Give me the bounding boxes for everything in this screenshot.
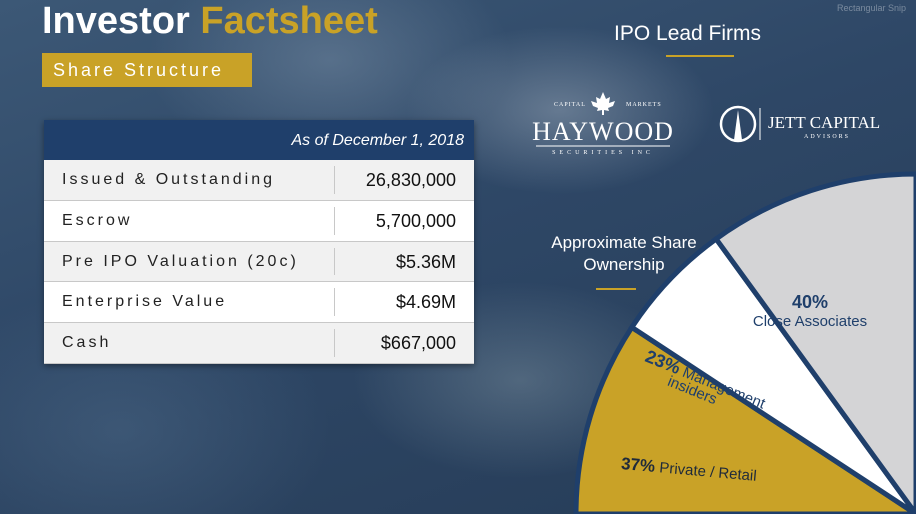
table-row: Issued & Outstanding 26,830,000 xyxy=(44,160,474,201)
row-value: $4.69M xyxy=(395,292,456,313)
haywood-securities-text: SECURITIES INC xyxy=(552,150,654,156)
table-row: Escrow 5,700,000 xyxy=(44,201,474,242)
haywood-name: HAYWOOD xyxy=(532,117,674,146)
ipo-lead-firms-title: IPO Lead Firms xyxy=(614,22,762,45)
table-row: Pre IPO Valuation (20c) $5.36M xyxy=(44,241,474,283)
table-row: Cash $667,000 xyxy=(44,323,474,364)
column-divider xyxy=(334,288,335,317)
row-value: 26,830,000 xyxy=(365,170,456,190)
row-label: Enterprise Value xyxy=(62,293,228,311)
row-label: Cash xyxy=(62,334,112,352)
title-main: Investor xyxy=(42,0,201,42)
maple-leaf-icon xyxy=(591,92,615,115)
pie-slice-private-retail xyxy=(573,323,916,514)
row-label: Issued & Outstanding xyxy=(62,171,275,188)
row-value: $5.36M xyxy=(395,251,456,272)
slice-name: Close Associates xyxy=(752,313,868,330)
column-divider xyxy=(334,247,335,276)
column-divider xyxy=(334,206,335,235)
ownership-title-line2: Ownership xyxy=(583,255,665,274)
slice-percent: 37% xyxy=(620,454,656,476)
ownership-title: Approximate Share Ownership xyxy=(534,232,714,276)
column-divider xyxy=(334,166,335,194)
column-divider xyxy=(334,329,335,357)
haywood-logo: CAPITAL MARKETS HAYWOOD SECURITIES INC xyxy=(532,92,674,156)
table-body: Issued & Outstanding 26,830,000 Escrow 5,7… xyxy=(44,160,474,364)
jett-capital-logo: JETT CAPITAL ADVISORS xyxy=(719,105,880,143)
haywood-capital-text: CAPITAL xyxy=(554,102,586,108)
row-value: $667,000 xyxy=(380,333,456,354)
page-title: Investor Factsheet xyxy=(42,0,378,43)
jett-ring-icon xyxy=(719,105,757,143)
title-accent: Factsheet xyxy=(200,0,378,42)
gold-divider xyxy=(596,288,636,290)
table-row: Enterprise Value $4.69M xyxy=(44,282,474,324)
snip-watermark: Rectangular Snip xyxy=(836,3,906,13)
section-subtitle: Share Structure xyxy=(42,53,252,87)
jett-advisors-text: ADVISORS xyxy=(804,134,850,140)
haywood-markets-text: MARKETS xyxy=(626,102,662,108)
row-value: 5,700,000 xyxy=(375,210,456,231)
slice-percent: 40% xyxy=(791,292,829,312)
share-structure-table: As of December 1, 2018 Issued & Outstand… xyxy=(44,120,474,364)
jett-tower-icon xyxy=(734,110,742,140)
row-label: Escrow xyxy=(62,211,133,229)
pie-slice-close-associates xyxy=(712,171,916,514)
ownership-title-line1: Approximate Share xyxy=(551,233,697,252)
row-label: Pre IPO Valuation (20c) xyxy=(62,252,299,270)
slice-label-close-associates: 40% Close Associates xyxy=(740,292,880,330)
gold-divider xyxy=(666,55,734,57)
jett-name: JETT CAPITAL xyxy=(768,113,880,132)
table-header-date: As of December 1, 2018 xyxy=(44,120,474,160)
pie-slices xyxy=(573,171,916,514)
